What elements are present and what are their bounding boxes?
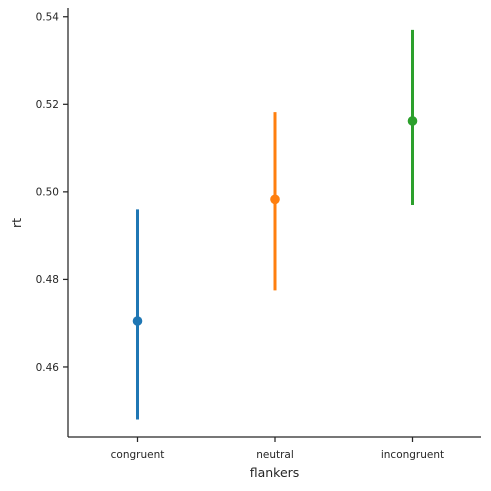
data-marks	[132, 29, 418, 420]
point-congruent	[132, 316, 143, 326]
x-axis-label: flankers	[250, 465, 300, 480]
y-ticks: 0.46 0.48 0.50 0.52 0.54	[36, 12, 68, 374]
x-tick-label: congruent	[111, 449, 165, 461]
point-incongruent	[407, 116, 418, 126]
y-tick-label: 0.48	[36, 274, 59, 286]
x-ticks: congruent neutral incongruent	[111, 437, 444, 461]
x-tick-label: incongruent	[381, 449, 444, 461]
y-tick-label: 0.50	[36, 187, 59, 199]
y-tick-label: 0.46	[36, 362, 60, 374]
point-neutral	[270, 194, 280, 205]
x-tick-label: neutral	[256, 449, 294, 461]
y-tick-label: 0.54	[36, 12, 60, 24]
y-tick-label: 0.52	[36, 99, 59, 111]
y-axis-label: rt	[9, 218, 24, 228]
